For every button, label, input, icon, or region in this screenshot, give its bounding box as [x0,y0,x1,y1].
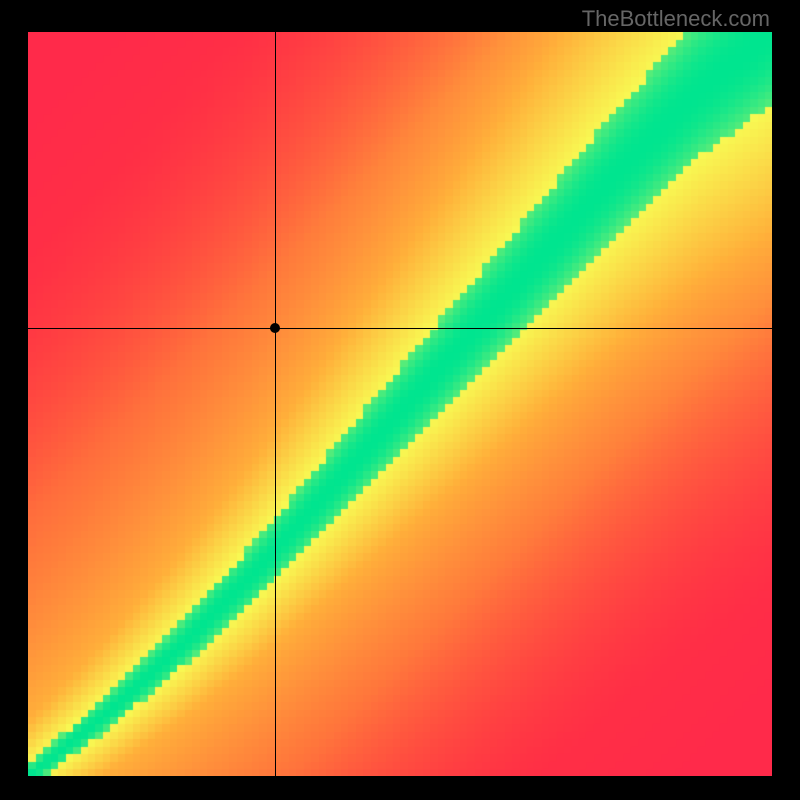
crosshair-vertical [275,32,276,776]
watermark-text: TheBottleneck.com [582,6,770,32]
plot-area [28,32,772,776]
crosshair-horizontal [28,328,772,329]
heatmap-canvas [28,32,772,776]
chart-container: TheBottleneck.com [0,0,800,800]
crosshair-marker [270,323,280,333]
